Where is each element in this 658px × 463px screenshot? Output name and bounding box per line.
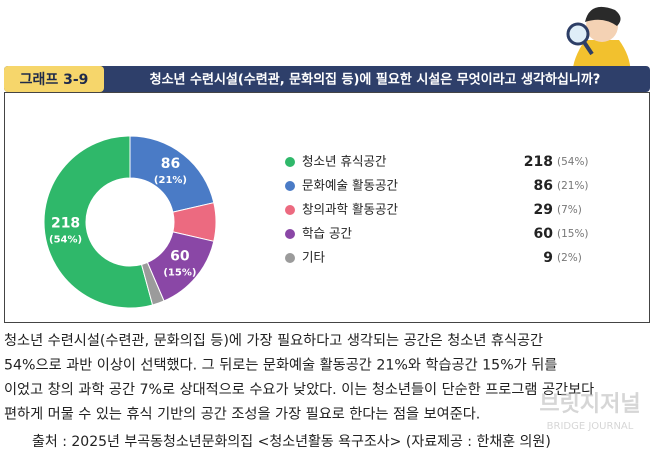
legend-percent: (15%)	[557, 228, 589, 240]
legend-percent: (2%)	[557, 252, 582, 264]
legend-label: 학습 공간	[302, 226, 352, 241]
legend-marker	[285, 253, 295, 263]
legend-percent: (21%)	[557, 180, 589, 192]
watermark-sub: BRIDGE JOURNAL	[547, 421, 634, 432]
body-text: 청소년 수련시설(수련관, 문화의집 등)에 가장 필요하다고 생각되는 공간은…	[4, 333, 594, 423]
header-title: 청소년 수련시설(수련관, 문화의집 등)에 필요한 시설은 무엇이라고 생각하…	[150, 72, 601, 88]
slice-percent: (15%)	[163, 268, 196, 279]
legend-label: 창의과학 활동공간	[302, 202, 398, 217]
watermark: 브릿지저널	[539, 392, 640, 417]
slice-value: 86	[161, 156, 180, 172]
legend-value: 60	[534, 226, 554, 242]
legend-value: 218	[524, 154, 553, 170]
donut-slice	[43, 135, 154, 309]
legend-percent: (7%)	[557, 204, 582, 216]
legend-value: 86	[534, 178, 553, 194]
legend-marker	[285, 157, 295, 167]
body-line: 청소년 수련시설(수련관, 문화의집 등)에 가장 필요하다고 생각되는 공간은…	[4, 333, 543, 349]
donut-slice	[140, 261, 165, 306]
legend-label: 기타	[302, 250, 326, 265]
body-line: 54%으로 과반 이상이 선택했다. 그 뒤로는 문화예술 활동공간 21%와 …	[4, 358, 557, 374]
slice-value: 218	[51, 216, 80, 232]
header-bar	[4, 66, 650, 92]
legend-label: 청소년 휴식공간	[302, 154, 387, 169]
legend-marker	[285, 205, 295, 215]
legend-label: 문화예술 활동공간	[302, 178, 398, 193]
legend-value: 9	[543, 250, 553, 266]
legend-marker	[285, 229, 295, 239]
slice-percent: (54%)	[49, 235, 82, 246]
legend-value: 29	[534, 202, 553, 218]
legend-percent: (54%)	[557, 156, 589, 168]
header-tab	[4, 66, 104, 92]
slice-percent: (21%)	[154, 175, 187, 186]
chart-frame	[4, 92, 650, 323]
chart: 218(54%)86(21%)60(15%)청소년 휴식공간 218 (54%)문화…	[43, 135, 589, 309]
slice-value: 60	[170, 249, 190, 265]
body-line: 이었고 창의 과학 공간 7%로 상대적으로 수요가 낮았다. 이는 청소년들이…	[4, 382, 594, 398]
legend-marker	[285, 181, 295, 191]
source: 출처 : 2025년 부곡동청소년문화의집 <청소년활동 욕구조사> (자료제공…	[32, 434, 551, 450]
header-label: 그래프 3-9	[20, 72, 89, 88]
body-line: 편하게 머물 수 있는 휴식 기반의 공간 조성을 가장 필요로 한다는 점을 …	[4, 407, 480, 423]
